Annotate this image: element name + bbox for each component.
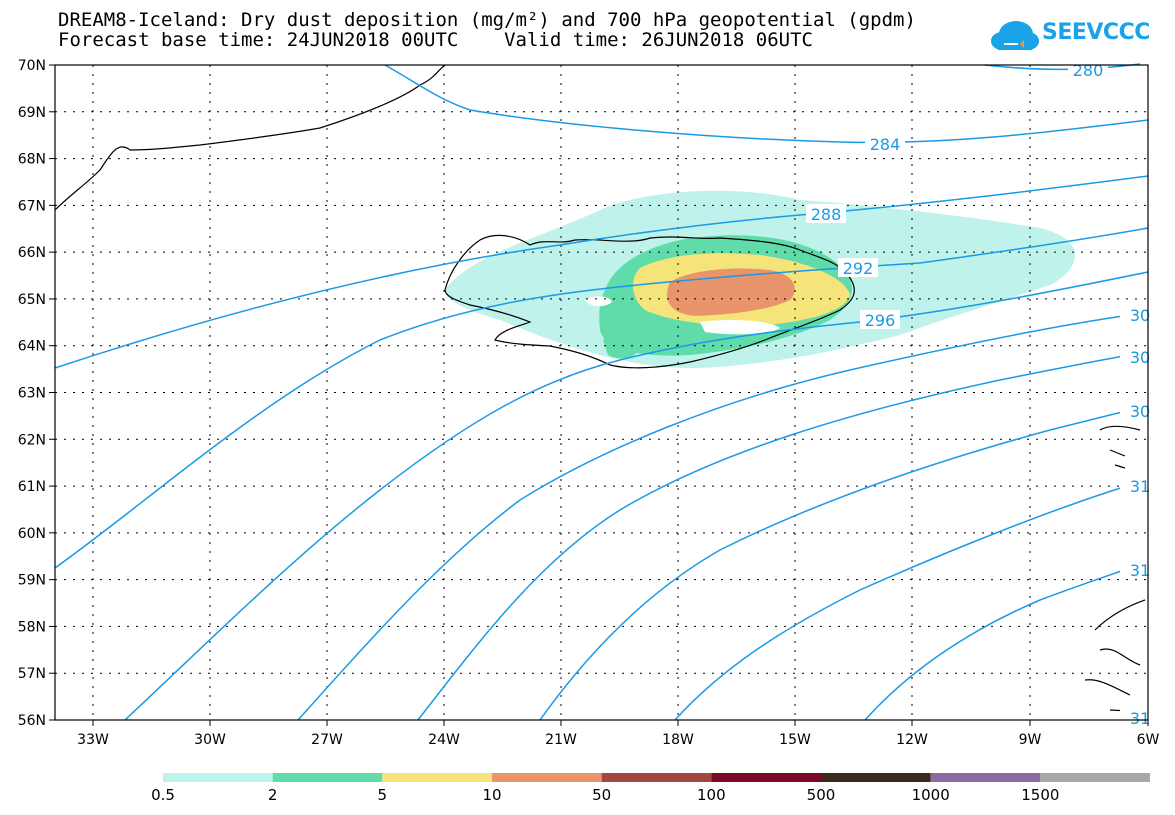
map-subtitle: Forecast base time: 24JUN2018 00UTC Vali… xyxy=(58,29,813,51)
contour-line xyxy=(674,484,1131,721)
contour-line xyxy=(864,567,1131,721)
lon-label: 9W xyxy=(1019,732,1042,748)
legend-swatch xyxy=(711,773,821,782)
lat-label: 64N xyxy=(18,339,46,355)
lon-label: 6W xyxy=(1137,732,1160,748)
legend-swatch xyxy=(1040,773,1150,782)
legend-swatch xyxy=(492,773,602,782)
contour-label: 284 xyxy=(870,135,901,154)
contour-label: 30 xyxy=(1130,348,1150,367)
contour-line xyxy=(124,271,1149,721)
shading-2b xyxy=(603,333,640,359)
contour-label-bg xyxy=(1120,347,1160,366)
contour-line xyxy=(297,314,1131,721)
contour-label-bg xyxy=(806,204,846,223)
legend-label: 1500 xyxy=(1021,786,1060,804)
graticule xyxy=(55,65,1148,720)
legend-colorbar xyxy=(163,773,1150,782)
contour-label-bg xyxy=(860,310,900,329)
legend-swatch xyxy=(601,773,712,782)
map-title: DREAM8-Iceland: Dry dust deposition (mg/… xyxy=(58,9,916,31)
dust-shading xyxy=(445,190,1075,369)
contour-label: 296 xyxy=(865,311,896,330)
contour-label: 30 xyxy=(1130,402,1150,421)
lon-label: 18W xyxy=(662,732,694,748)
contour-label-bg xyxy=(1120,708,1160,727)
lat-label: 59N xyxy=(18,573,46,589)
latitude-labels: 70N 69N 68N 67N 66N 65N 64N 63N 62N 61N 60N 59N 58N 5… xyxy=(18,58,55,729)
legend-label: 100 xyxy=(697,786,726,804)
lat-label: 67N xyxy=(18,198,46,214)
lat-label: 61N xyxy=(18,479,46,495)
contour-line xyxy=(54,227,1149,569)
shading-10 xyxy=(667,268,795,316)
lat-label: 66N xyxy=(18,245,46,261)
legend-label: 10 xyxy=(482,786,502,804)
contour-line xyxy=(539,409,1131,721)
lon-label: 30W xyxy=(194,732,226,748)
contour-label: 31 xyxy=(1130,709,1150,728)
scotland-coast xyxy=(1084,599,1151,713)
legend-label: 0.5 xyxy=(151,786,175,804)
contour-label-bg xyxy=(1120,560,1160,579)
lat-label: 63N xyxy=(18,386,46,402)
longitude-labels: 33W 30W 27W 24W 21W 18W 15W 12W 9W 6W xyxy=(77,720,1160,748)
lat-label: 69N xyxy=(18,105,46,121)
coastlines xyxy=(54,64,1151,713)
legend-label: 500 xyxy=(806,786,836,804)
faroe-coast xyxy=(1099,425,1141,469)
lat-label: 65N xyxy=(18,292,46,308)
contour-label-bg xyxy=(838,258,878,277)
lat-label: 56N xyxy=(18,713,46,729)
lat-label: 68N xyxy=(18,152,46,168)
lat-label: 58N xyxy=(18,619,46,635)
shading-white xyxy=(700,320,780,335)
lon-label: 24W xyxy=(428,732,460,748)
contour-label-bg xyxy=(1120,305,1160,324)
contour-label: 280 xyxy=(1073,61,1104,80)
cloud-icon xyxy=(991,21,1039,50)
lon-label: 12W xyxy=(896,732,928,748)
contour-line xyxy=(984,63,1141,71)
legend-swatch xyxy=(163,773,273,782)
contour-line xyxy=(417,354,1131,721)
lat-label: 62N xyxy=(18,432,46,448)
lat-label: 60N xyxy=(18,526,46,542)
contour-line xyxy=(384,64,1149,144)
lon-label: 21W xyxy=(545,732,577,748)
seevccc-logo: SEEVCCC xyxy=(990,14,1158,56)
legend-swatch xyxy=(930,773,1041,782)
legend-swatch xyxy=(821,773,931,782)
lon-label: 15W xyxy=(779,732,811,748)
lat-label: 70N xyxy=(18,58,46,74)
legend-label: 50 xyxy=(592,786,612,804)
contour-label: 288 xyxy=(811,205,842,224)
iceland-coast xyxy=(444,234,855,369)
legend-label: 2 xyxy=(267,786,278,804)
contour-label: 292 xyxy=(843,259,874,278)
contour-label-bg xyxy=(1120,401,1160,420)
greenland-coast xyxy=(54,64,446,211)
legend-swatch xyxy=(272,773,383,782)
lat-label: 57N xyxy=(18,666,46,682)
logo-text: SEEVCCC xyxy=(1042,20,1150,45)
contour-line xyxy=(54,175,1149,369)
legend-label: 1000 xyxy=(911,786,950,804)
contour-label: 31 xyxy=(1130,477,1150,496)
contour-label-bg xyxy=(1120,476,1160,495)
lon-label: 33W xyxy=(77,732,109,748)
contour-label: 31 xyxy=(1130,561,1150,580)
legend-swatch xyxy=(382,773,492,782)
contour-label-bg xyxy=(865,134,905,153)
contour-label: 30 xyxy=(1130,306,1150,325)
lon-label: 27W xyxy=(311,732,343,748)
legend-label: 5 xyxy=(377,786,388,804)
geopotential-contours xyxy=(54,63,1149,721)
